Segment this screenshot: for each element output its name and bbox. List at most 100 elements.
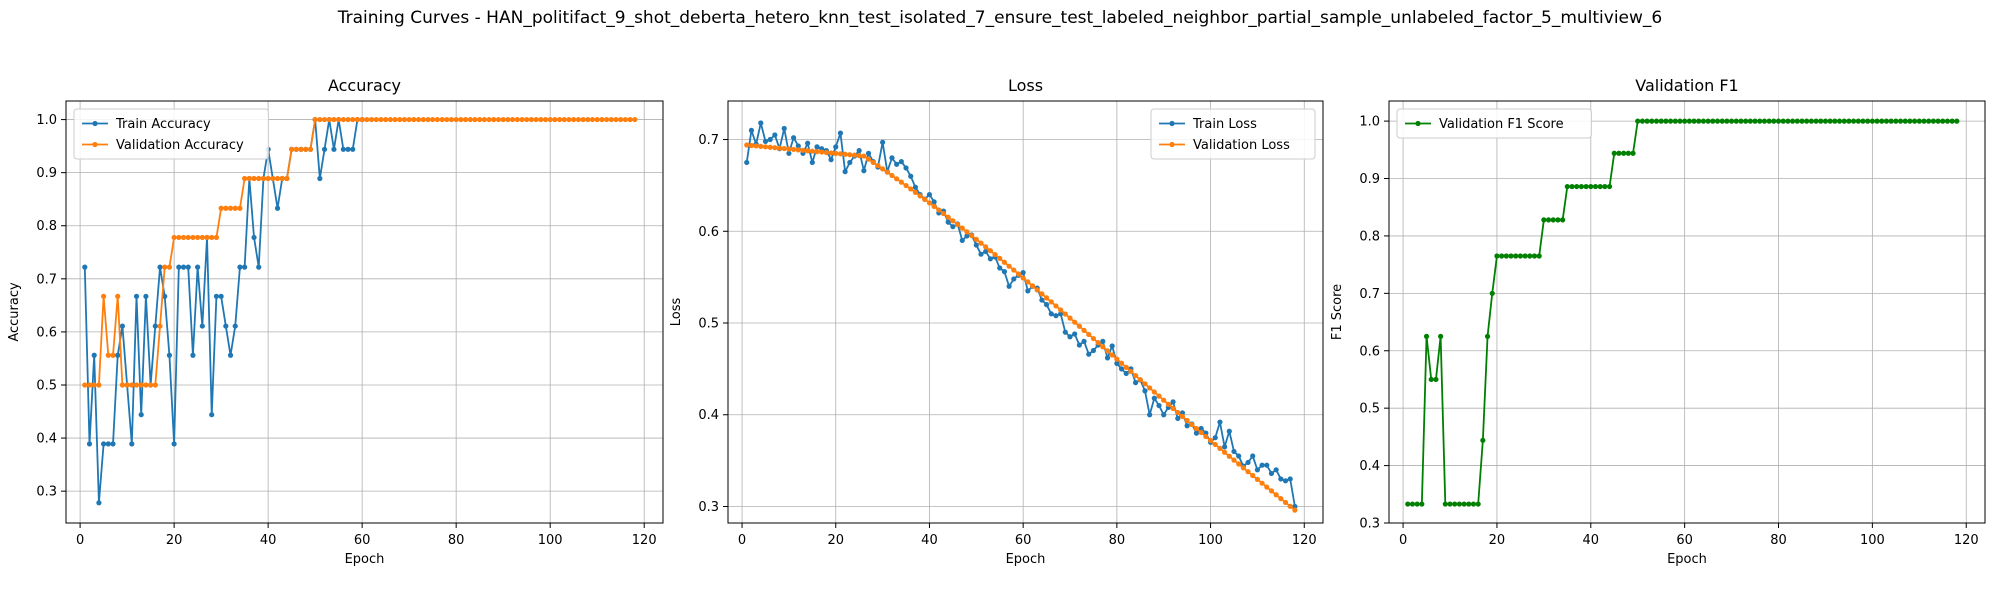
data-point	[1086, 331, 1092, 338]
data-point	[354, 116, 361, 123]
legend-label: Validation F1 Score	[1439, 117, 1564, 132]
data-point	[851, 152, 858, 158]
data-point	[157, 323, 163, 329]
legend: Train Accuracy Validation Accuracy	[73, 108, 269, 160]
data-point	[795, 147, 801, 153]
data-point	[786, 150, 792, 156]
data-point	[959, 237, 965, 244]
data-point	[1545, 217, 1552, 223]
data-point	[556, 116, 563, 123]
data-point	[1053, 303, 1059, 309]
data-point	[152, 323, 158, 329]
data-point	[1761, 118, 1768, 124]
data-point	[96, 382, 102, 388]
data-point	[1006, 283, 1012, 289]
data-point	[101, 293, 107, 299]
data-point	[307, 146, 314, 152]
data-point	[1011, 276, 1017, 282]
data-point	[847, 152, 853, 158]
data-point	[274, 205, 281, 211]
data-point	[1719, 118, 1725, 124]
x-tick-label: 120	[632, 533, 657, 548]
data-point	[1827, 118, 1833, 124]
data-point	[1606, 183, 1613, 190]
data-point	[1264, 462, 1270, 468]
data-point	[1916, 118, 1922, 124]
data-point	[232, 323, 238, 329]
data-point	[1175, 409, 1181, 416]
x-tick-label: 120	[1954, 533, 1979, 548]
data-point	[1503, 253, 1509, 259]
figure-suptitle: Training Curves - HAN_politifact_9_shot_…	[337, 8, 1663, 28]
data-point	[430, 116, 436, 123]
data-point	[1282, 499, 1289, 506]
data-point	[1043, 302, 1050, 308]
data-point	[91, 382, 97, 388]
data-point	[195, 234, 201, 241]
data-point	[1245, 469, 1251, 475]
data-point	[1039, 291, 1045, 297]
data-point	[1625, 150, 1631, 156]
data-point	[1156, 402, 1162, 409]
data-point	[894, 176, 900, 182]
data-point	[462, 116, 469, 123]
data-point	[767, 144, 773, 150]
data-point	[1240, 465, 1246, 471]
y-tick-label: 1.0	[36, 113, 57, 128]
data-point	[1081, 338, 1087, 344]
data-point	[772, 145, 778, 151]
data-point	[1011, 267, 1017, 273]
data-point	[199, 323, 205, 329]
data-point	[613, 116, 619, 123]
data-point	[1527, 253, 1533, 259]
data-point	[1151, 389, 1157, 395]
data-point	[814, 149, 820, 155]
data-point	[809, 148, 815, 154]
data-point	[1470, 501, 1477, 507]
y-tick-label: 0.9	[36, 166, 57, 181]
data-point	[945, 214, 951, 220]
data-point	[1250, 472, 1256, 479]
data-point	[166, 352, 173, 358]
data-point	[1217, 419, 1223, 425]
data-point	[786, 146, 792, 152]
data-point	[1456, 501, 1462, 507]
data-point	[110, 441, 116, 447]
x-tick-label: 60	[1015, 533, 1032, 548]
data-point	[969, 232, 975, 239]
data-point	[204, 234, 210, 241]
data-point	[889, 155, 895, 161]
data-point	[171, 234, 177, 241]
data-point	[152, 382, 158, 388]
data-point	[1714, 118, 1721, 124]
data-point	[1081, 327, 1087, 333]
data-point	[865, 150, 872, 156]
data-point	[603, 116, 610, 123]
data-point	[336, 116, 342, 123]
data-point	[1522, 253, 1528, 259]
y-tick-label: 0.3	[698, 500, 719, 515]
data-point	[542, 116, 549, 123]
chart-title: Validation F1	[1635, 76, 1738, 95]
data-point	[1879, 118, 1885, 124]
data-point	[809, 159, 815, 166]
data-point	[303, 146, 309, 152]
data-point	[138, 412, 144, 418]
data-point	[1095, 340, 1101, 346]
data-point	[1114, 356, 1120, 362]
data-point	[1438, 333, 1444, 339]
data-point	[861, 153, 867, 159]
data-point	[1405, 501, 1411, 507]
data-point	[162, 293, 168, 299]
data-point	[293, 146, 299, 152]
data-point	[1278, 476, 1284, 482]
data-point	[265, 175, 271, 182]
data-point	[1874, 118, 1880, 124]
data-point	[1161, 412, 1167, 418]
data-point	[912, 184, 919, 190]
data-point	[180, 264, 187, 270]
data-point	[1170, 399, 1176, 405]
data-point	[1072, 319, 1078, 325]
data-point	[1517, 253, 1523, 259]
data-point	[458, 116, 464, 123]
